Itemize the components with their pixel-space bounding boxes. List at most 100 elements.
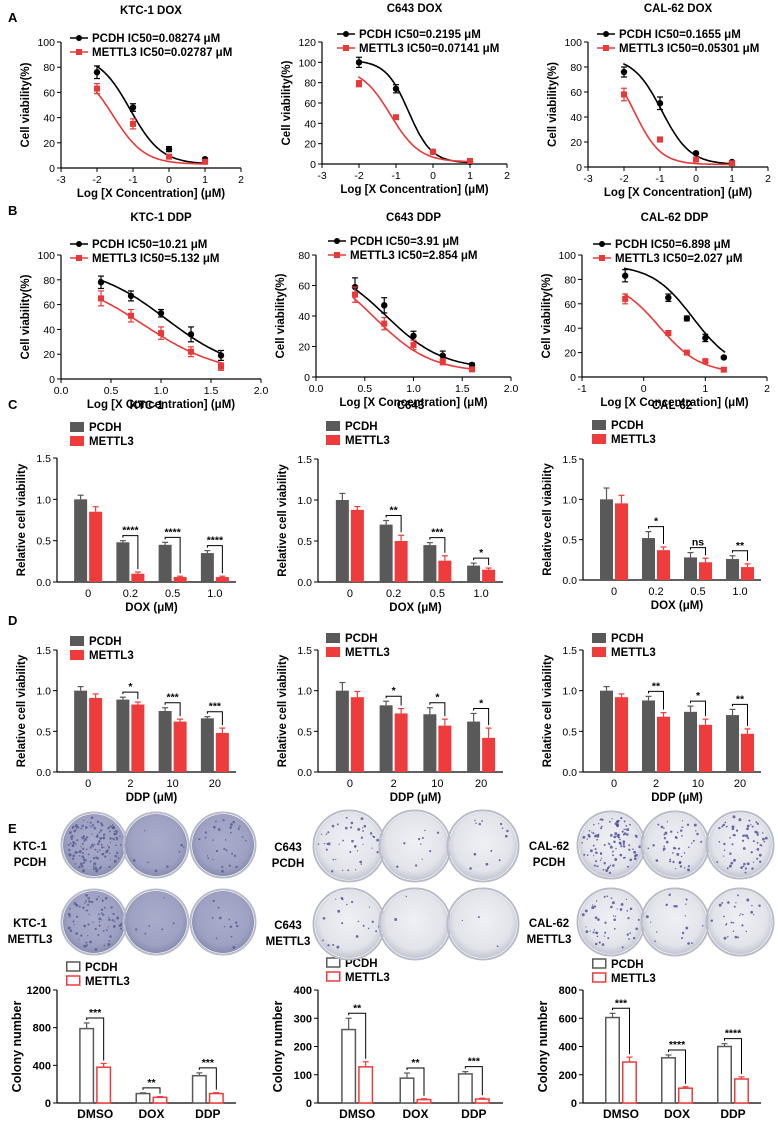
bar-pcdh	[191, 1074, 207, 1104]
data-point-mettl3	[202, 158, 208, 165]
fit-curve-mettl3	[95, 91, 206, 165]
data-point-pcdh	[93, 69, 101, 76]
culture-dish	[381, 890, 449, 958]
colony-dot	[85, 909, 88, 912]
bar-mettl3	[474, 1098, 490, 1104]
chart-title: C643	[397, 400, 425, 412]
colony-dot	[78, 865, 81, 869]
data-point-pcdh	[683, 315, 691, 322]
y-tick-label: 0	[306, 1098, 312, 1110]
colony-dot	[685, 926, 689, 930]
colony-dot	[74, 850, 78, 854]
colony-dot	[436, 831, 440, 834]
colony-dot	[85, 899, 87, 902]
legend-label: PCDH IC50=0.08274 μM	[92, 33, 220, 45]
colony-dot	[101, 846, 104, 849]
colony-dot	[598, 941, 601, 944]
colony-dot	[732, 921, 735, 924]
colony-dot	[677, 847, 681, 850]
legend-swatch	[592, 972, 607, 983]
colony-dot	[221, 869, 224, 873]
colony-dot	[87, 853, 90, 856]
y-axis-label: Colony number	[536, 1001, 550, 1093]
legend-swatch	[66, 975, 81, 986]
colony-dot	[669, 830, 673, 833]
y-tick-label: 1.0	[297, 686, 312, 698]
bar-mettl3	[657, 716, 670, 772]
colony-dot	[98, 921, 101, 923]
fit-curve-mettl3	[357, 76, 471, 163]
colony-dot	[629, 823, 631, 826]
y-tick-label: 60	[298, 281, 310, 293]
y-tick-label: 400	[559, 1042, 577, 1054]
bar-pcdh	[457, 1073, 473, 1104]
y-tick-label: 200	[294, 1042, 312, 1054]
colony-dot	[592, 832, 595, 835]
panel-letter-C: C	[8, 397, 18, 412]
colony-dot	[611, 901, 615, 905]
colony-dot	[363, 824, 367, 828]
colony-dot	[342, 839, 345, 842]
colony-dot	[758, 904, 761, 908]
colony-dot	[87, 935, 89, 937]
colony-dot	[340, 896, 344, 900]
legend-label: PCDH IC50=0.1655 μM	[619, 29, 741, 41]
y-tick-label: 100	[558, 250, 576, 262]
colony-dot	[332, 943, 335, 947]
y-tick-label: 0.5	[297, 536, 312, 548]
legend-label: PCDH	[345, 633, 378, 645]
colony-dot	[73, 902, 77, 905]
legend-swatch	[326, 971, 341, 982]
significance-bracket	[406, 1067, 425, 1096]
significance-label: ***	[615, 997, 628, 1009]
culture-dish	[643, 890, 707, 954]
significance-bracket	[464, 1066, 483, 1096]
significance-label: **	[390, 505, 399, 517]
bar-mettl3	[394, 713, 408, 772]
bar-pcdh	[335, 690, 349, 772]
category-label: DMSO	[339, 1107, 375, 1121]
significance-label: ***	[431, 527, 444, 539]
bar-pcdh	[600, 499, 613, 580]
colony-dot	[80, 845, 82, 848]
colony-dot	[414, 864, 418, 867]
colony-dot	[721, 901, 724, 904]
colony-dot	[613, 840, 616, 844]
bar-chart-C1: KTC-1 0.0 0.5 1.0 1.5 Relative cell viability…	[16, 400, 236, 614]
chart-title: CAL-62	[652, 400, 692, 412]
significance-label: ***	[89, 1007, 102, 1019]
y-tick-label: 0.0	[562, 575, 577, 587]
colony-dot	[723, 849, 726, 852]
x-tick-label: -3	[317, 170, 326, 182]
y-tick-label: 60	[304, 98, 316, 110]
colony-dot	[687, 865, 690, 868]
colony-dot	[758, 853, 762, 857]
colony-dot	[593, 864, 596, 867]
colony-dot	[81, 824, 84, 828]
colony-dot	[204, 836, 207, 839]
colony-dot	[85, 941, 88, 944]
colony-dot	[75, 915, 79, 918]
legend-label: METTL3 IC50=0.05301 μM	[619, 43, 759, 55]
culture-dish	[63, 891, 125, 953]
category-label: 0	[347, 588, 353, 600]
legend-label: METTL3 IC50=5.132 μM	[92, 253, 220, 265]
colony-dot	[86, 839, 88, 841]
colony-dot	[603, 862, 606, 865]
colony-dot	[68, 853, 71, 856]
significance-label: *	[696, 690, 701, 702]
data-point-pcdh	[129, 104, 137, 111]
bar-pcdh	[135, 1092, 151, 1104]
colony-dot	[68, 848, 71, 852]
culture-dish	[381, 812, 449, 880]
colony-dot	[88, 900, 91, 903]
y-tick-label: 100	[564, 37, 582, 49]
colony-dot	[681, 820, 684, 822]
category-label: 0	[611, 778, 617, 790]
significance-bracket	[206, 711, 223, 726]
colony-dot	[376, 851, 379, 854]
colony-dot	[89, 940, 92, 944]
colony-dot	[584, 909, 588, 913]
data-point-mettl3	[439, 358, 446, 365]
